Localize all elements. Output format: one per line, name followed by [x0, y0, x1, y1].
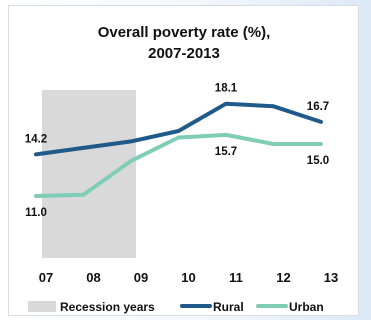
legend-label-recession: Recession years: [60, 300, 155, 314]
x-tick-11: 11: [229, 270, 243, 285]
x-tick-09: 09: [134, 270, 148, 285]
series-line-rural: [34, 101, 323, 157]
x-tick-12: 12: [276, 270, 290, 285]
chart-subtitle: 2007-2013: [148, 45, 220, 62]
data-label-urban-07: 11.0: [25, 207, 47, 219]
data-label-urban-11: 15.7: [215, 146, 237, 158]
legend-label-urban: Urban: [289, 300, 324, 314]
data-label-rural-11: 18.1: [215, 83, 238, 95]
data-label-rural-07: 14.2: [25, 133, 47, 145]
recession-band: [42, 90, 136, 258]
legend-label-rural: Rural: [213, 300, 244, 314]
legend-swatch-recession: [28, 301, 56, 312]
x-tick-08: 08: [86, 270, 100, 285]
poverty-line-chart: Overall poverty rate (%), 2007-2013 14.2…: [25, 24, 338, 314]
x-tick-13: 13: [324, 270, 338, 285]
x-tick-07: 07: [39, 270, 53, 285]
data-label-urban-13: 15.0: [307, 155, 329, 167]
data-label-rural-13: 16.7: [307, 101, 329, 113]
chart-title: Overall poverty rate (%),: [98, 24, 271, 41]
chart-card: Overall poverty rate (%), 2007-2013 14.2…: [8, 5, 359, 316]
series-line-urban: [34, 132, 323, 198]
x-tick-10: 10: [181, 270, 195, 285]
